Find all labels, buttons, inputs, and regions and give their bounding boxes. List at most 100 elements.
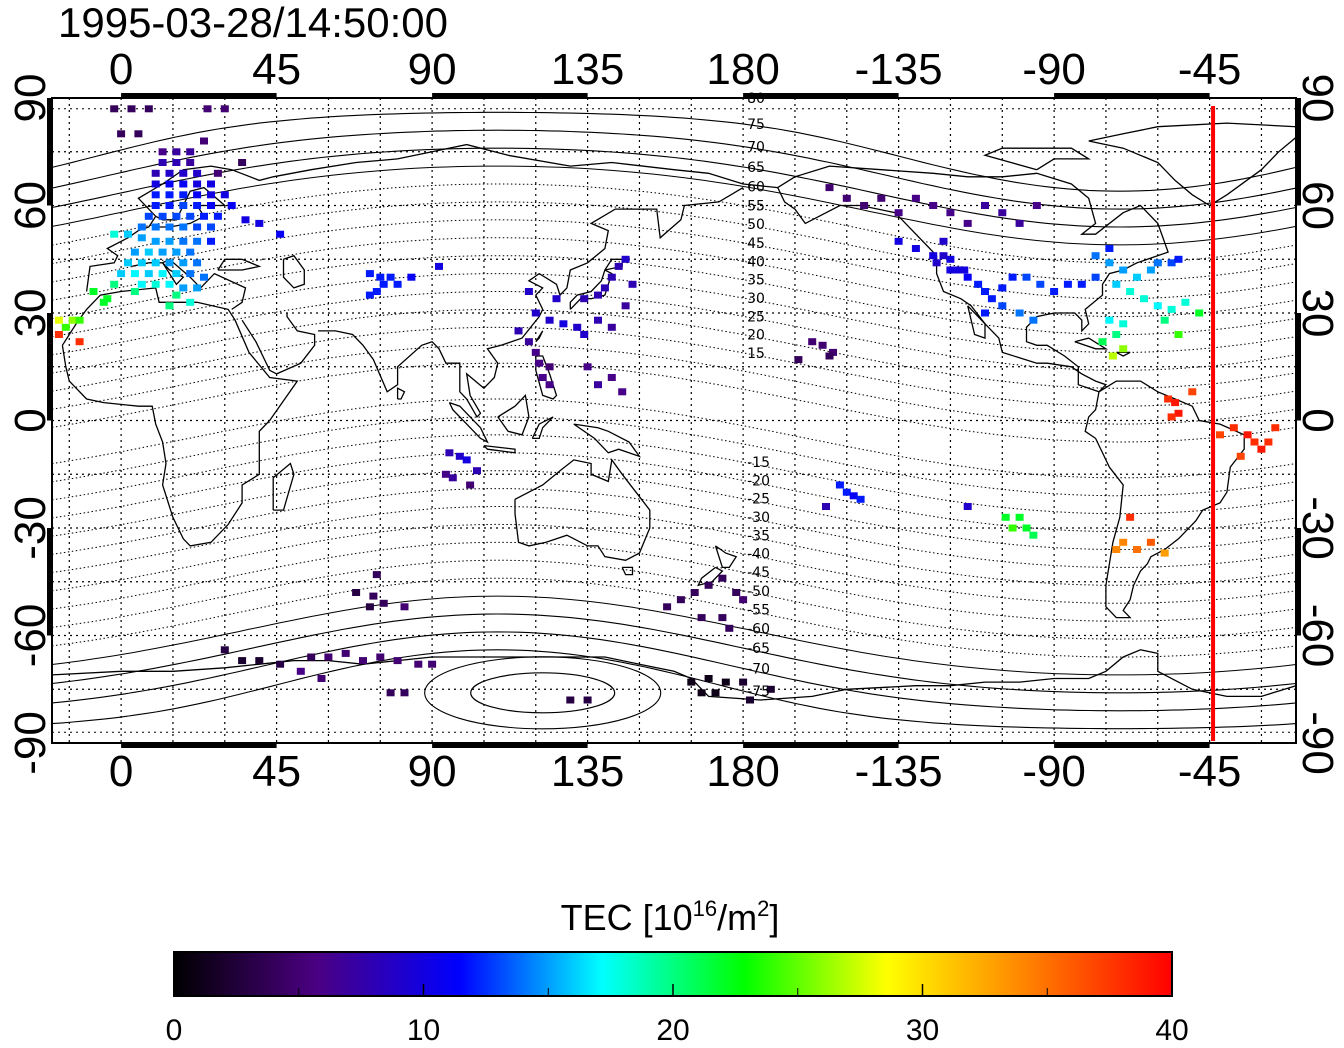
tec-point [144,248,153,256]
tec-point [1133,273,1141,281]
tec-point [165,202,174,209]
tec-point [393,657,402,665]
tec-point [130,270,139,278]
tec-point [535,359,544,367]
contour-line [51,344,1297,425]
tec-point [61,323,70,331]
tec-point [238,657,247,665]
tec-point [165,280,174,288]
contour-label: -40 [747,547,770,563]
coastline-segment [621,566,634,576]
tec-point [193,202,202,209]
tec-point [1119,345,1128,353]
tec-point [1167,413,1176,421]
tec-point [1171,399,1180,407]
coastline-segment [318,187,744,418]
tec-point [372,571,381,579]
tec-point [186,298,195,306]
contour-line [51,201,1297,282]
lon-tick-label-top: 90 [408,45,457,94]
coastline-segment [531,416,554,440]
tec-point [594,291,602,299]
tec-point [341,649,350,657]
tec-point [1133,546,1141,553]
tec-point [213,212,222,220]
tec-point [158,270,167,278]
contour-label: -75 [747,684,770,700]
tec-point [860,202,869,209]
coastline-segment [483,444,516,454]
contour-label: 25 [747,309,765,325]
contour-line [51,255,1297,336]
tec-point [1250,438,1259,446]
tec-point [939,252,948,260]
tec-point [1243,431,1252,439]
tec-point [1167,259,1176,267]
tec-point [386,689,395,697]
tec-point [193,259,202,267]
tec-point [179,180,188,188]
tec-point [1036,280,1045,288]
tec-point [1032,202,1041,209]
tec-point [372,288,381,295]
tec-point [110,105,119,113]
tec-point [1001,513,1010,521]
tec-point [1216,431,1224,439]
tec-point [594,381,602,389]
tec-point [894,237,903,245]
coastline-segment [448,401,489,444]
coastline-segment [61,287,299,547]
tec-point [151,280,160,288]
tec-point [110,230,119,238]
tec-point [1091,273,1100,281]
tec-point [1174,409,1183,417]
tec-point [117,130,126,138]
coastline-segment [967,305,986,340]
tec-point [414,660,423,668]
tec-point [1105,316,1114,324]
tec-point [998,302,1007,310]
contour-line [51,165,1297,246]
tec-point [1257,445,1266,453]
tec-point [137,223,146,231]
tec-point [1022,524,1031,532]
tec-point [538,374,547,381]
map-frame [51,97,1297,744]
lon-tick-label-bottom: -135 [855,747,943,796]
tec-point [835,481,844,489]
tec-point [186,248,195,256]
tec-point [165,223,174,231]
tec-point [981,309,989,317]
tec-point [963,273,972,281]
lat-tick-label-right: -30 [1293,496,1342,560]
tec-point [600,284,609,292]
tec-point [829,348,837,356]
tec-point [151,237,160,245]
tec-point [127,105,136,113]
coastline-segment [282,254,305,289]
tec-point [825,352,834,360]
colorbar-tick-label: 10 [407,1014,440,1047]
lat-tick-label-right: 30 [1293,289,1342,338]
tec-point [981,202,989,209]
tec-point [379,599,388,607]
tec-point [207,237,215,245]
lon-tick-label-bottom: 180 [706,747,779,796]
tec-point [794,356,803,364]
lat-tick-label-left: -90 [6,711,55,775]
contour-line [51,488,1297,568]
tec-point [531,309,540,317]
tec-point [165,180,174,188]
tec-point [137,234,146,242]
tec-point [545,363,554,371]
tec-point [1153,302,1162,310]
tec-point [856,495,865,503]
lon-tick-label-top: -45 [1178,45,1242,94]
tec-observations [54,105,1280,704]
contour-label: -45 [747,565,770,581]
coastline-segment [514,458,651,561]
tec-point [276,660,285,668]
tec-point [158,148,167,156]
tec-point [473,467,481,475]
